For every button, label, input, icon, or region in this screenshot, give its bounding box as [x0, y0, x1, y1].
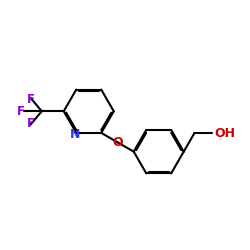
- Text: F: F: [26, 92, 34, 106]
- Text: N: N: [70, 128, 80, 141]
- Text: F: F: [26, 117, 34, 130]
- Text: F: F: [17, 105, 25, 118]
- Text: OH: OH: [214, 127, 235, 140]
- Text: O: O: [113, 136, 123, 149]
